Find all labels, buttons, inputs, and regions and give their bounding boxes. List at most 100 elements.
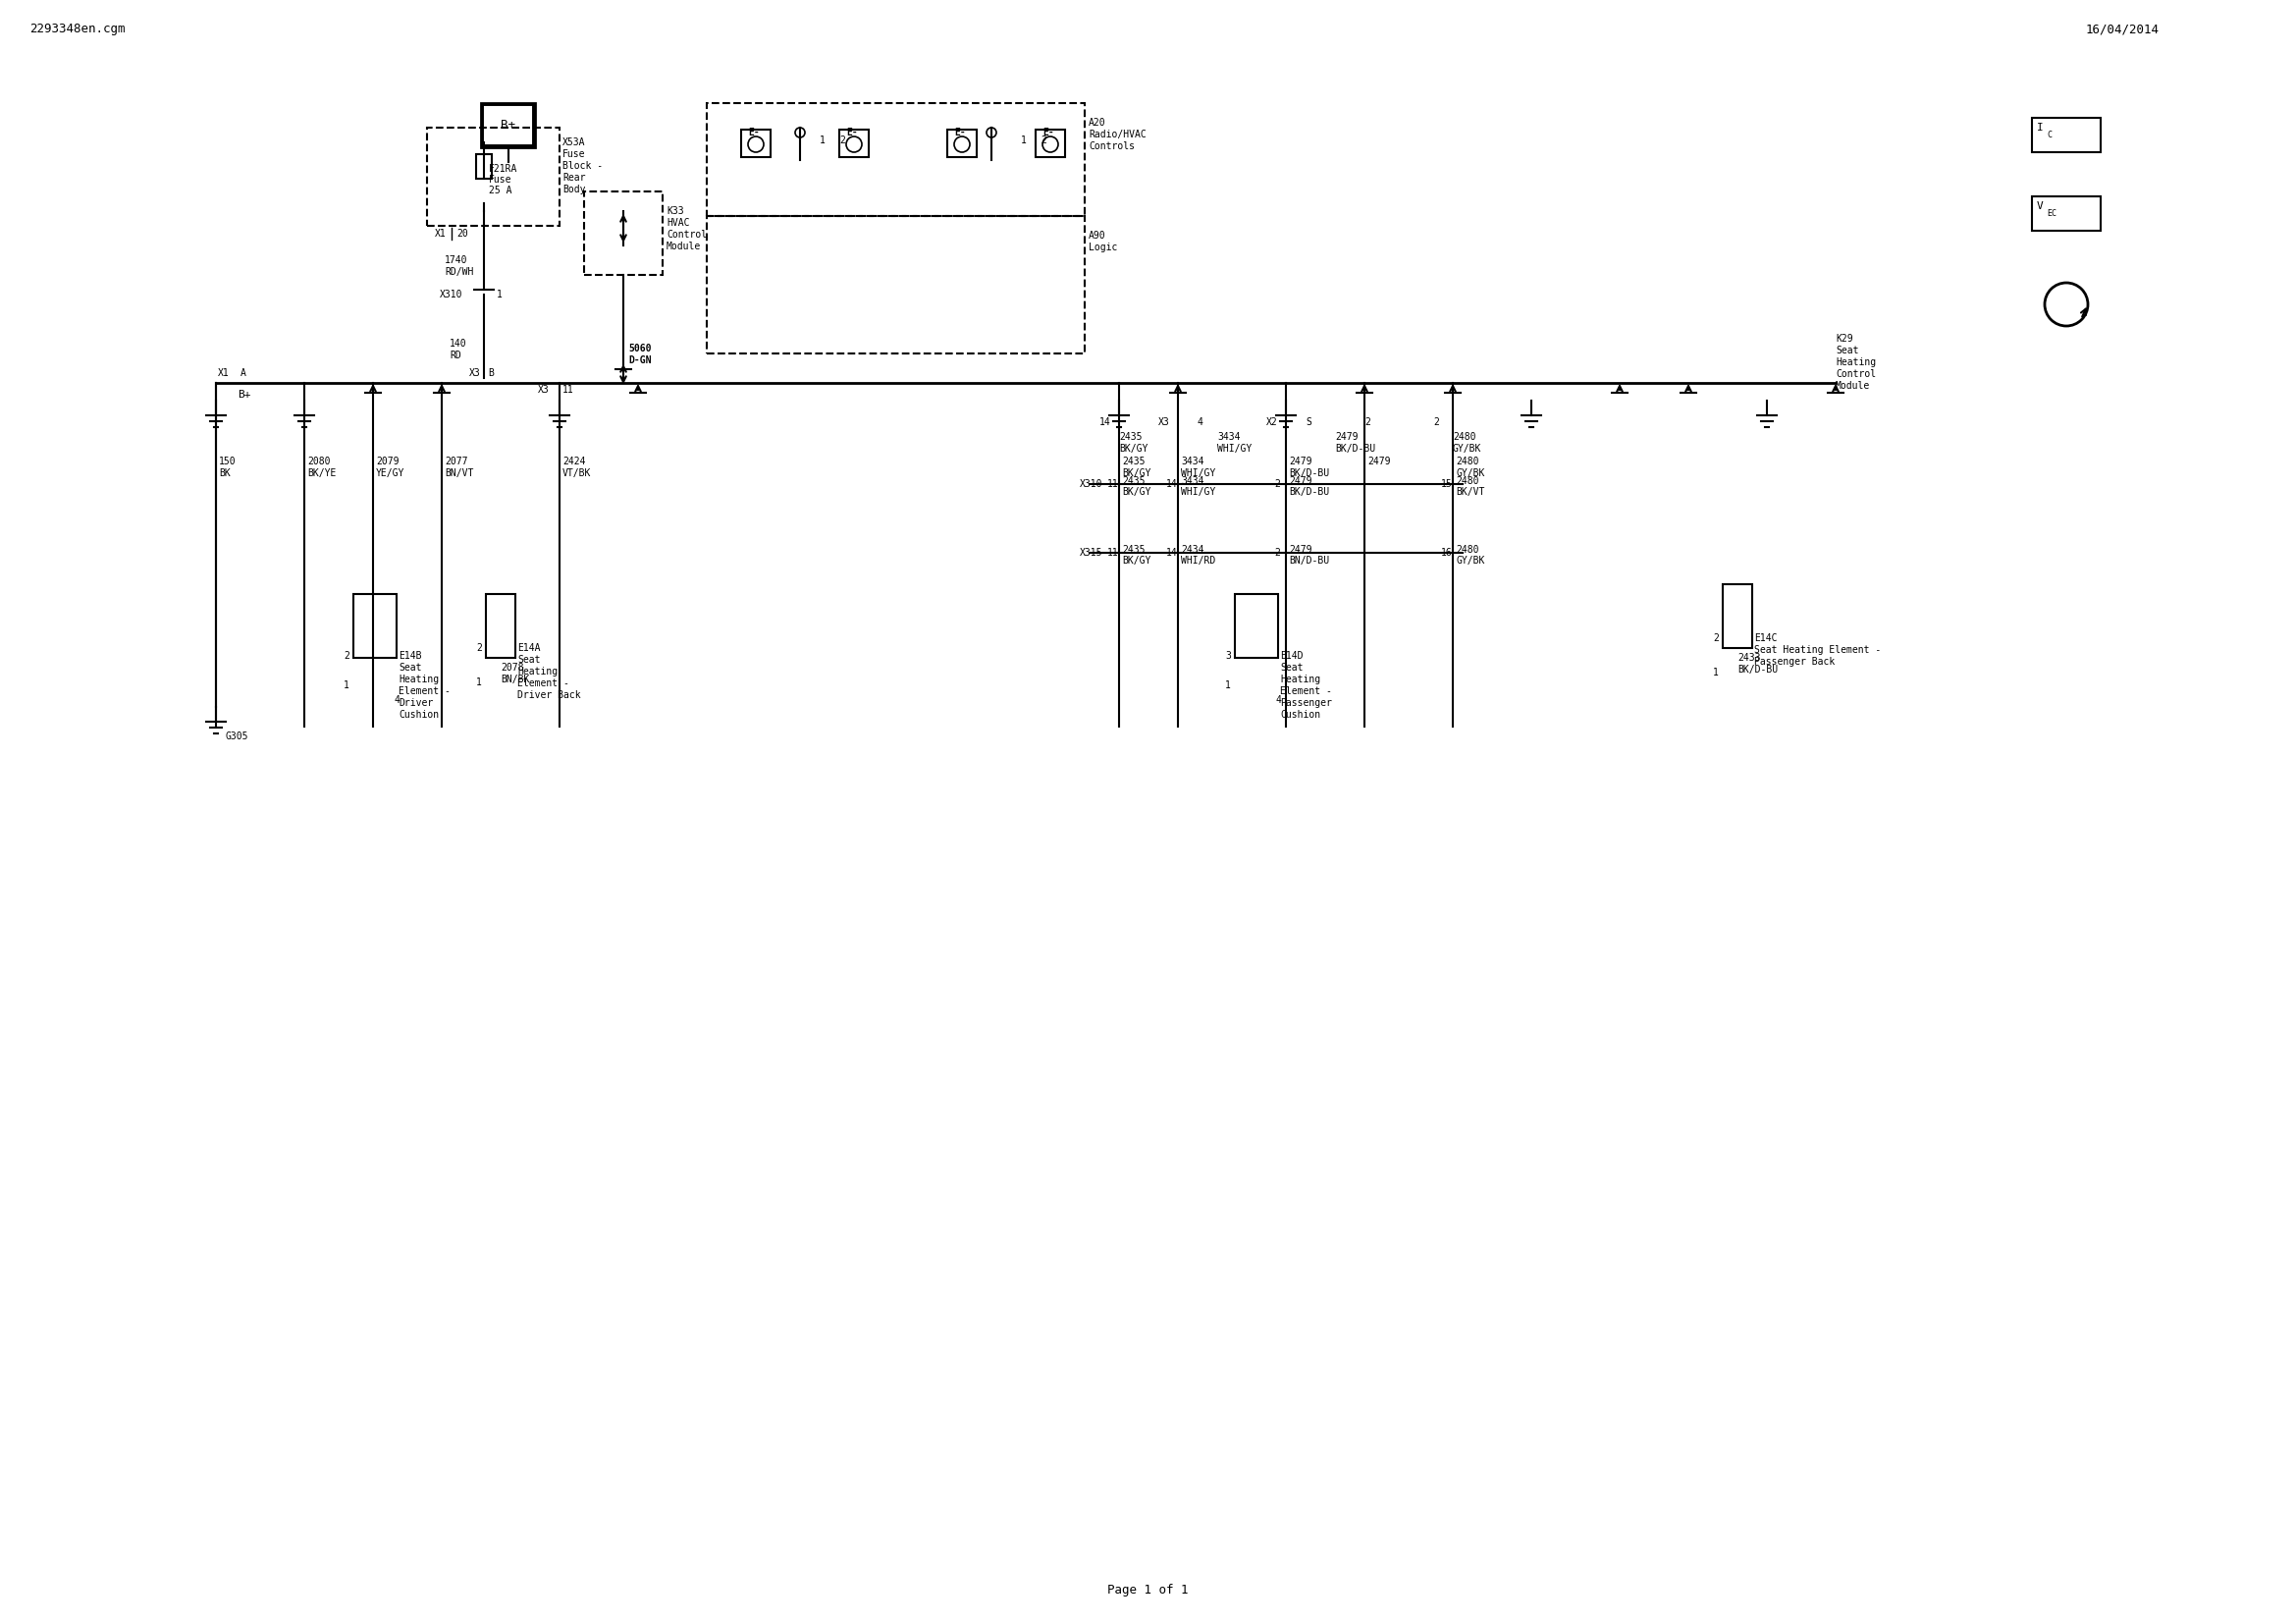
Bar [475, 154, 491, 179]
Text: A90: A90 [1088, 231, 1107, 240]
Text: EC: EC [2046, 208, 2057, 218]
Text: 150: 150 [218, 456, 236, 466]
Text: I: I [2037, 123, 2043, 133]
Text: 4: 4 [393, 695, 400, 705]
Text: D-GN: D-GN [629, 356, 652, 365]
Text: Cushion: Cushion [400, 710, 439, 719]
Text: V: V [2037, 201, 2043, 211]
Text: 11: 11 [1107, 479, 1118, 489]
Text: 15: 15 [1442, 479, 1453, 489]
Text: Cushion: Cushion [1281, 710, 1320, 719]
Text: Element -: Element - [1281, 687, 1332, 697]
Text: 1: 1 [1226, 680, 1231, 690]
Text: 2480: 2480 [1456, 476, 1479, 486]
Text: 2434: 2434 [1180, 546, 1203, 555]
Bar [583, 192, 664, 274]
Text: Fuse: Fuse [563, 149, 585, 159]
Text: 1: 1 [1713, 667, 1720, 677]
Text: 2435: 2435 [1123, 456, 1146, 466]
Text: 2480: 2480 [1456, 456, 1479, 466]
Text: G305: G305 [225, 731, 248, 741]
Text: 2077: 2077 [445, 456, 468, 466]
Text: 2479: 2479 [1288, 456, 1311, 466]
Text: 11: 11 [1107, 547, 1118, 557]
Text: BK/D-BU: BK/D-BU [1738, 664, 1777, 674]
Text: E-: E- [955, 128, 967, 138]
Text: BK: BK [218, 468, 230, 477]
Text: 14: 14 [1166, 547, 1178, 557]
Text: K33: K33 [666, 206, 684, 216]
Text: 2078: 2078 [501, 663, 523, 672]
Text: WHI/RD: WHI/RD [1180, 555, 1215, 565]
Bar [742, 130, 771, 158]
Text: 3: 3 [1226, 651, 1231, 661]
Text: E14D: E14D [1281, 651, 1304, 661]
Bar [948, 130, 976, 158]
Text: Control: Control [1835, 369, 1876, 378]
Text: 1: 1 [820, 135, 827, 145]
Bar [2032, 119, 2101, 153]
Text: 1: 1 [475, 677, 482, 687]
Text: 2: 2 [840, 135, 845, 145]
Text: A20: A20 [1088, 119, 1107, 128]
Bar [707, 216, 1084, 354]
Text: Seat: Seat [400, 663, 422, 672]
Text: 2079: 2079 [377, 456, 400, 466]
Bar [1722, 585, 1752, 648]
Text: 2080: 2080 [308, 456, 331, 466]
Text: RD/WH: RD/WH [445, 266, 473, 276]
Text: 1740: 1740 [445, 255, 468, 265]
Text: X2: X2 [1267, 417, 1279, 427]
Text: 2: 2 [1713, 633, 1720, 643]
Text: E14A: E14A [517, 643, 540, 653]
Text: BK/YE: BK/YE [308, 468, 335, 477]
Text: 3434: 3434 [1180, 476, 1203, 486]
Text: K29: K29 [1835, 335, 1853, 344]
Text: GY/BK: GY/BK [1456, 555, 1486, 565]
Text: WHI/GY: WHI/GY [1180, 468, 1215, 477]
Text: A: A [241, 369, 246, 378]
Bar [1035, 130, 1065, 158]
Text: 2: 2 [1274, 547, 1279, 557]
Text: X3: X3 [1157, 417, 1171, 427]
Text: 2: 2 [1433, 417, 1440, 427]
Text: S: S [1306, 417, 1311, 427]
Bar [487, 594, 514, 658]
Text: 4: 4 [1199, 417, 1203, 427]
Text: BK/GY: BK/GY [1123, 487, 1150, 497]
Text: X53A: X53A [563, 138, 585, 148]
Text: BK/D-BU: BK/D-BU [1288, 487, 1329, 497]
Text: E-: E- [1042, 128, 1054, 138]
Bar [480, 102, 535, 148]
Text: 2424: 2424 [563, 456, 585, 466]
Text: Rear: Rear [563, 172, 585, 182]
Text: 14: 14 [1100, 417, 1111, 427]
Bar [2032, 197, 2101, 231]
Text: Heating: Heating [517, 667, 558, 677]
Text: Block -: Block - [563, 161, 604, 171]
Text: X1: X1 [218, 369, 230, 378]
Text: BN/BK: BN/BK [501, 674, 530, 684]
Text: Radio/HVAC: Radio/HVAC [1088, 130, 1146, 140]
Text: WHI/GY: WHI/GY [1217, 443, 1251, 453]
Text: HVAC: HVAC [666, 218, 689, 227]
Text: B: B [487, 369, 494, 378]
Text: 16: 16 [1442, 547, 1453, 557]
Text: Driver: Driver [400, 698, 434, 708]
Text: 140: 140 [450, 339, 466, 349]
Text: C: C [2046, 130, 2053, 140]
Text: E14C: E14C [1754, 633, 1777, 643]
Text: Page 1 of 1: Page 1 of 1 [1107, 1585, 1187, 1596]
Text: Heating: Heating [400, 674, 439, 684]
Text: 2: 2 [475, 643, 482, 653]
Text: 2: 2 [344, 651, 349, 661]
Text: 2479: 2479 [1368, 456, 1391, 466]
Text: 2: 2 [1364, 417, 1371, 427]
Text: X310: X310 [1079, 479, 1102, 489]
Text: Seat Heating Element -: Seat Heating Element - [1754, 645, 1880, 654]
Text: 14: 14 [1166, 479, 1178, 489]
Text: BN/VT: BN/VT [445, 468, 473, 477]
Text: Heating: Heating [1281, 674, 1320, 684]
Text: Seat: Seat [517, 654, 540, 664]
Text: RD: RD [450, 351, 461, 361]
